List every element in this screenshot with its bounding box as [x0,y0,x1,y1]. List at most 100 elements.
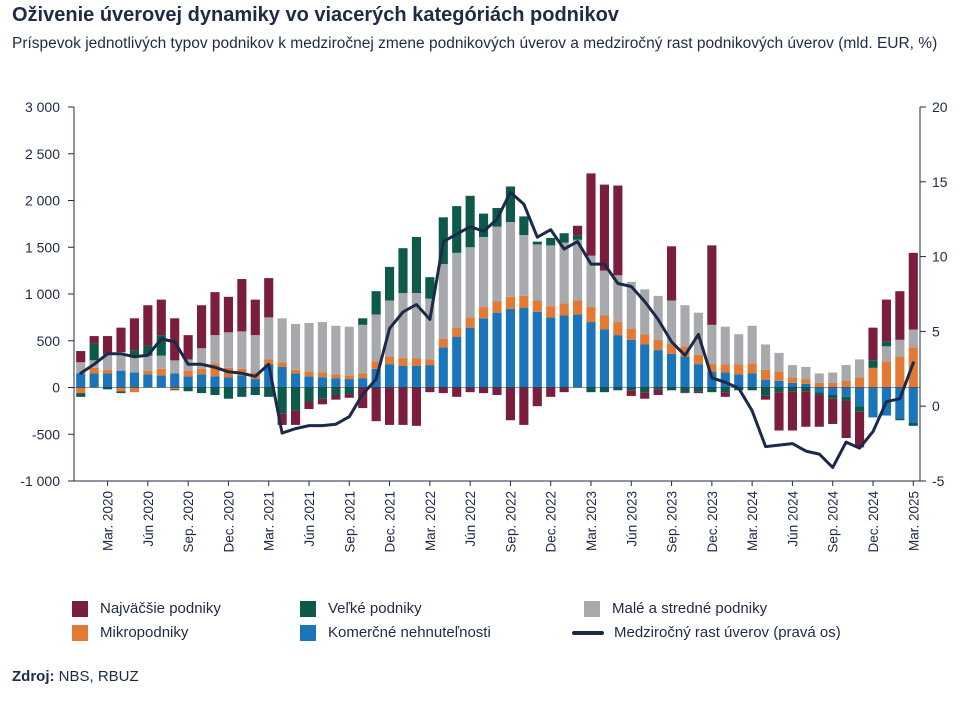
bar-large [667,387,677,391]
bar-cre [465,327,475,388]
bar-sme [546,245,556,307]
bar-cre [479,318,489,388]
bar-large [411,236,421,294]
legend-item-micro: Mikropodniky [72,624,188,641]
bar-cre [855,387,865,407]
bar-large [210,387,220,395]
bar-micro [116,387,126,392]
bar-large [693,387,703,392]
bar-largest [210,292,220,336]
bar-micro [613,322,623,336]
bar-micro [841,380,851,388]
legend-swatch-sme [584,600,600,617]
x-tick-label: Dec. 2023 [705,491,720,553]
bar-large [761,387,771,396]
source-note: Zdroj: NBS, RBUZ [12,668,139,685]
bar-cre [425,365,435,388]
bar-large [519,216,529,236]
bar-large [465,195,475,248]
bar-sme [559,242,569,304]
bar-largest [559,387,569,393]
bar-cre [129,372,139,388]
bar-large [89,343,99,361]
bar-large [237,387,247,397]
bar-large [277,387,287,414]
bar-sme [747,325,757,364]
bar-cre [385,364,395,388]
bar-sme [170,360,180,374]
bar-largest [881,299,891,342]
bar-micro [103,369,113,374]
bar-large [613,387,623,391]
bar-micro [908,347,918,388]
bar-cre [398,365,408,388]
bar-large [425,277,435,299]
bar-sme [707,324,717,365]
x-tick-label: Sep. 2021 [342,491,357,553]
bar-largest [573,225,583,236]
growth-line [79,190,915,469]
bar-largest [344,394,354,398]
bar-micro [814,382,824,388]
bar-large [841,396,851,401]
legend-label-micro: Mikropodniky [100,624,189,641]
source-label: Zdroj: [12,668,55,685]
bar-large [371,291,381,315]
y2-tick-label: 20 [932,99,948,115]
bar-cre [747,373,757,388]
bar-micro [479,307,489,319]
bar-largest [841,400,851,438]
bar-large [626,387,636,391]
bar-largest [855,411,865,448]
x-tick-label: Jún 2021 [302,491,317,547]
bar-large [304,387,314,402]
y2-tick-label: -5 [932,473,945,489]
bar-micro [801,379,811,384]
bar-cre [438,347,448,388]
bar-largest [626,390,636,396]
bar-cre [586,322,596,388]
bar-sme [895,339,905,357]
bar-sme [197,348,207,369]
y-tick-label: 2 000 [25,193,60,209]
bar-sme [358,324,368,374]
x-tick-label: Sep. 2024 [826,491,841,553]
bar-large [156,335,166,356]
bar-sme [223,332,233,368]
bar-large [573,235,583,240]
bar-largest [304,401,314,410]
bar-cre [331,378,341,388]
bar-micro [197,368,207,375]
bar-cre [814,387,824,393]
bar-micro [411,358,421,366]
bar-largest [680,392,690,394]
bar-largest [492,387,502,395]
bar-cre [116,370,126,388]
bar-cre [720,372,730,388]
bar-large [264,387,274,397]
bar-sme [734,334,744,365]
bar-large [653,387,663,390]
bar-cre [640,344,650,388]
bar-largest [828,398,838,424]
bar-micro [828,382,838,388]
bar-sme [250,335,260,373]
bar-micro [452,327,462,338]
bar-largest [116,327,126,352]
bar-sme [908,329,918,348]
bar-largest [156,299,166,336]
y2-tick-label: 10 [932,249,948,265]
bar-micro [465,317,475,328]
bar-largest [868,327,878,361]
bar-large [680,387,690,393]
bar-micro [344,375,354,380]
bar-largest [707,245,717,325]
bar-largest [425,387,435,393]
bar-micro [680,346,690,357]
bar-large [479,213,489,237]
bar-large [828,394,838,399]
x-tick-label: Mar. 2025 [906,491,921,551]
bar-largest [761,395,771,400]
bar-largest [908,252,918,330]
bar-largest [170,318,180,361]
